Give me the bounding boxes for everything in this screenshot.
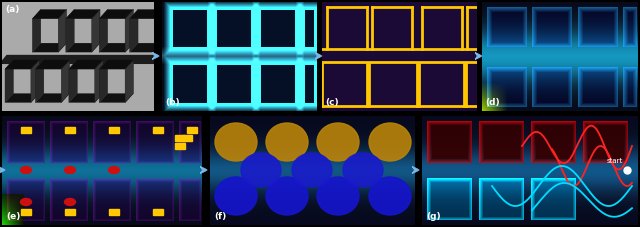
Polygon shape	[33, 43, 67, 52]
Text: (g): (g)	[426, 212, 441, 221]
Bar	[65, 209, 75, 215]
Ellipse shape	[241, 153, 281, 187]
Ellipse shape	[317, 177, 359, 215]
Ellipse shape	[109, 166, 120, 173]
Ellipse shape	[292, 153, 332, 187]
Polygon shape	[33, 10, 41, 52]
Polygon shape	[5, 60, 39, 69]
Ellipse shape	[65, 166, 76, 173]
Bar	[65, 127, 75, 133]
Polygon shape	[31, 60, 39, 103]
Ellipse shape	[343, 153, 383, 187]
Bar	[109, 209, 119, 215]
Bar	[182, 135, 192, 141]
Ellipse shape	[20, 198, 31, 205]
Polygon shape	[69, 60, 77, 103]
Polygon shape	[69, 60, 103, 69]
Polygon shape	[95, 60, 103, 103]
Text: (b): (b)	[165, 98, 180, 107]
Polygon shape	[58, 10, 67, 52]
Polygon shape	[130, 43, 164, 52]
Bar	[153, 209, 163, 215]
Polygon shape	[99, 60, 108, 103]
Text: (c): (c)	[325, 98, 339, 107]
Bar	[175, 143, 185, 149]
Text: (f): (f)	[214, 212, 227, 221]
Polygon shape	[35, 93, 70, 103]
Ellipse shape	[266, 177, 308, 215]
Polygon shape	[69, 93, 103, 103]
Polygon shape	[66, 10, 74, 52]
Polygon shape	[99, 60, 134, 69]
Bar	[187, 127, 197, 133]
Text: (d): (d)	[485, 98, 500, 107]
Polygon shape	[99, 43, 134, 52]
Ellipse shape	[369, 177, 411, 215]
Ellipse shape	[369, 123, 411, 161]
Polygon shape	[35, 60, 44, 103]
Bar	[109, 127, 119, 133]
Polygon shape	[5, 60, 13, 103]
Polygon shape	[156, 10, 164, 52]
Polygon shape	[66, 43, 100, 52]
Polygon shape	[35, 60, 70, 69]
Polygon shape	[33, 10, 67, 19]
Polygon shape	[130, 10, 138, 52]
Polygon shape	[125, 10, 134, 52]
Polygon shape	[92, 10, 100, 52]
Ellipse shape	[215, 177, 257, 215]
Polygon shape	[99, 93, 134, 103]
Bar	[175, 135, 185, 141]
Text: (a): (a)	[5, 5, 19, 14]
Ellipse shape	[20, 166, 31, 173]
Bar	[21, 209, 31, 215]
Polygon shape	[99, 10, 108, 52]
Polygon shape	[130, 10, 164, 19]
Ellipse shape	[215, 123, 257, 161]
Ellipse shape	[65, 198, 76, 205]
Polygon shape	[5, 93, 39, 103]
Ellipse shape	[266, 123, 308, 161]
Ellipse shape	[317, 123, 359, 161]
Polygon shape	[66, 10, 100, 19]
Text: (e): (e)	[6, 212, 20, 221]
Polygon shape	[61, 60, 70, 103]
Polygon shape	[99, 10, 134, 19]
Polygon shape	[125, 60, 134, 103]
Text: start: start	[607, 158, 623, 164]
Polygon shape	[0, 55, 164, 64]
Bar	[21, 127, 31, 133]
Bar	[153, 127, 163, 133]
